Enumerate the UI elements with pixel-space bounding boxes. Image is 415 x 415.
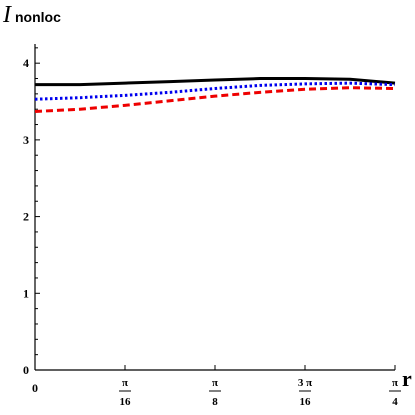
- series-lines: [34, 77, 396, 113]
- y-tick-label: 1: [23, 286, 29, 300]
- y-axis-label-sub: nonloc: [15, 9, 61, 25]
- x-tick-denominator: 4: [392, 396, 398, 408]
- series-line-dotted: [34, 81, 396, 101]
- x-tick-numerator: π: [122, 377, 128, 389]
- x-tick-numerator: π: [392, 377, 398, 389]
- y-tick-label: 2: [23, 210, 29, 224]
- x-tick-numerator: 3 π: [298, 377, 312, 389]
- x-axis-label: r: [402, 366, 412, 391]
- axes: [34, 44, 395, 371]
- x-tick-denominator: 16: [300, 396, 312, 408]
- y-axis-label-main: I: [2, 2, 12, 28]
- y-ticks: 0 1 2 3 4: [23, 47, 40, 377]
- y-tick-label: 4: [23, 56, 29, 70]
- y-tick-label: 3: [23, 133, 29, 147]
- x-tick-denominator: 16: [120, 396, 132, 408]
- y-axis-label: I nonloc: [2, 2, 61, 28]
- series-line-dashed: [34, 86, 396, 113]
- series-line-solid: [35, 77, 396, 87]
- x-tick-label: 0: [32, 381, 38, 395]
- x-tick-denominator: 8: [212, 396, 218, 408]
- x-ticks: 0 π 16 π 8 3 π 16 π 4: [32, 365, 401, 408]
- y-tick-label: 0: [23, 363, 29, 377]
- x-tick-numerator: π: [212, 377, 218, 389]
